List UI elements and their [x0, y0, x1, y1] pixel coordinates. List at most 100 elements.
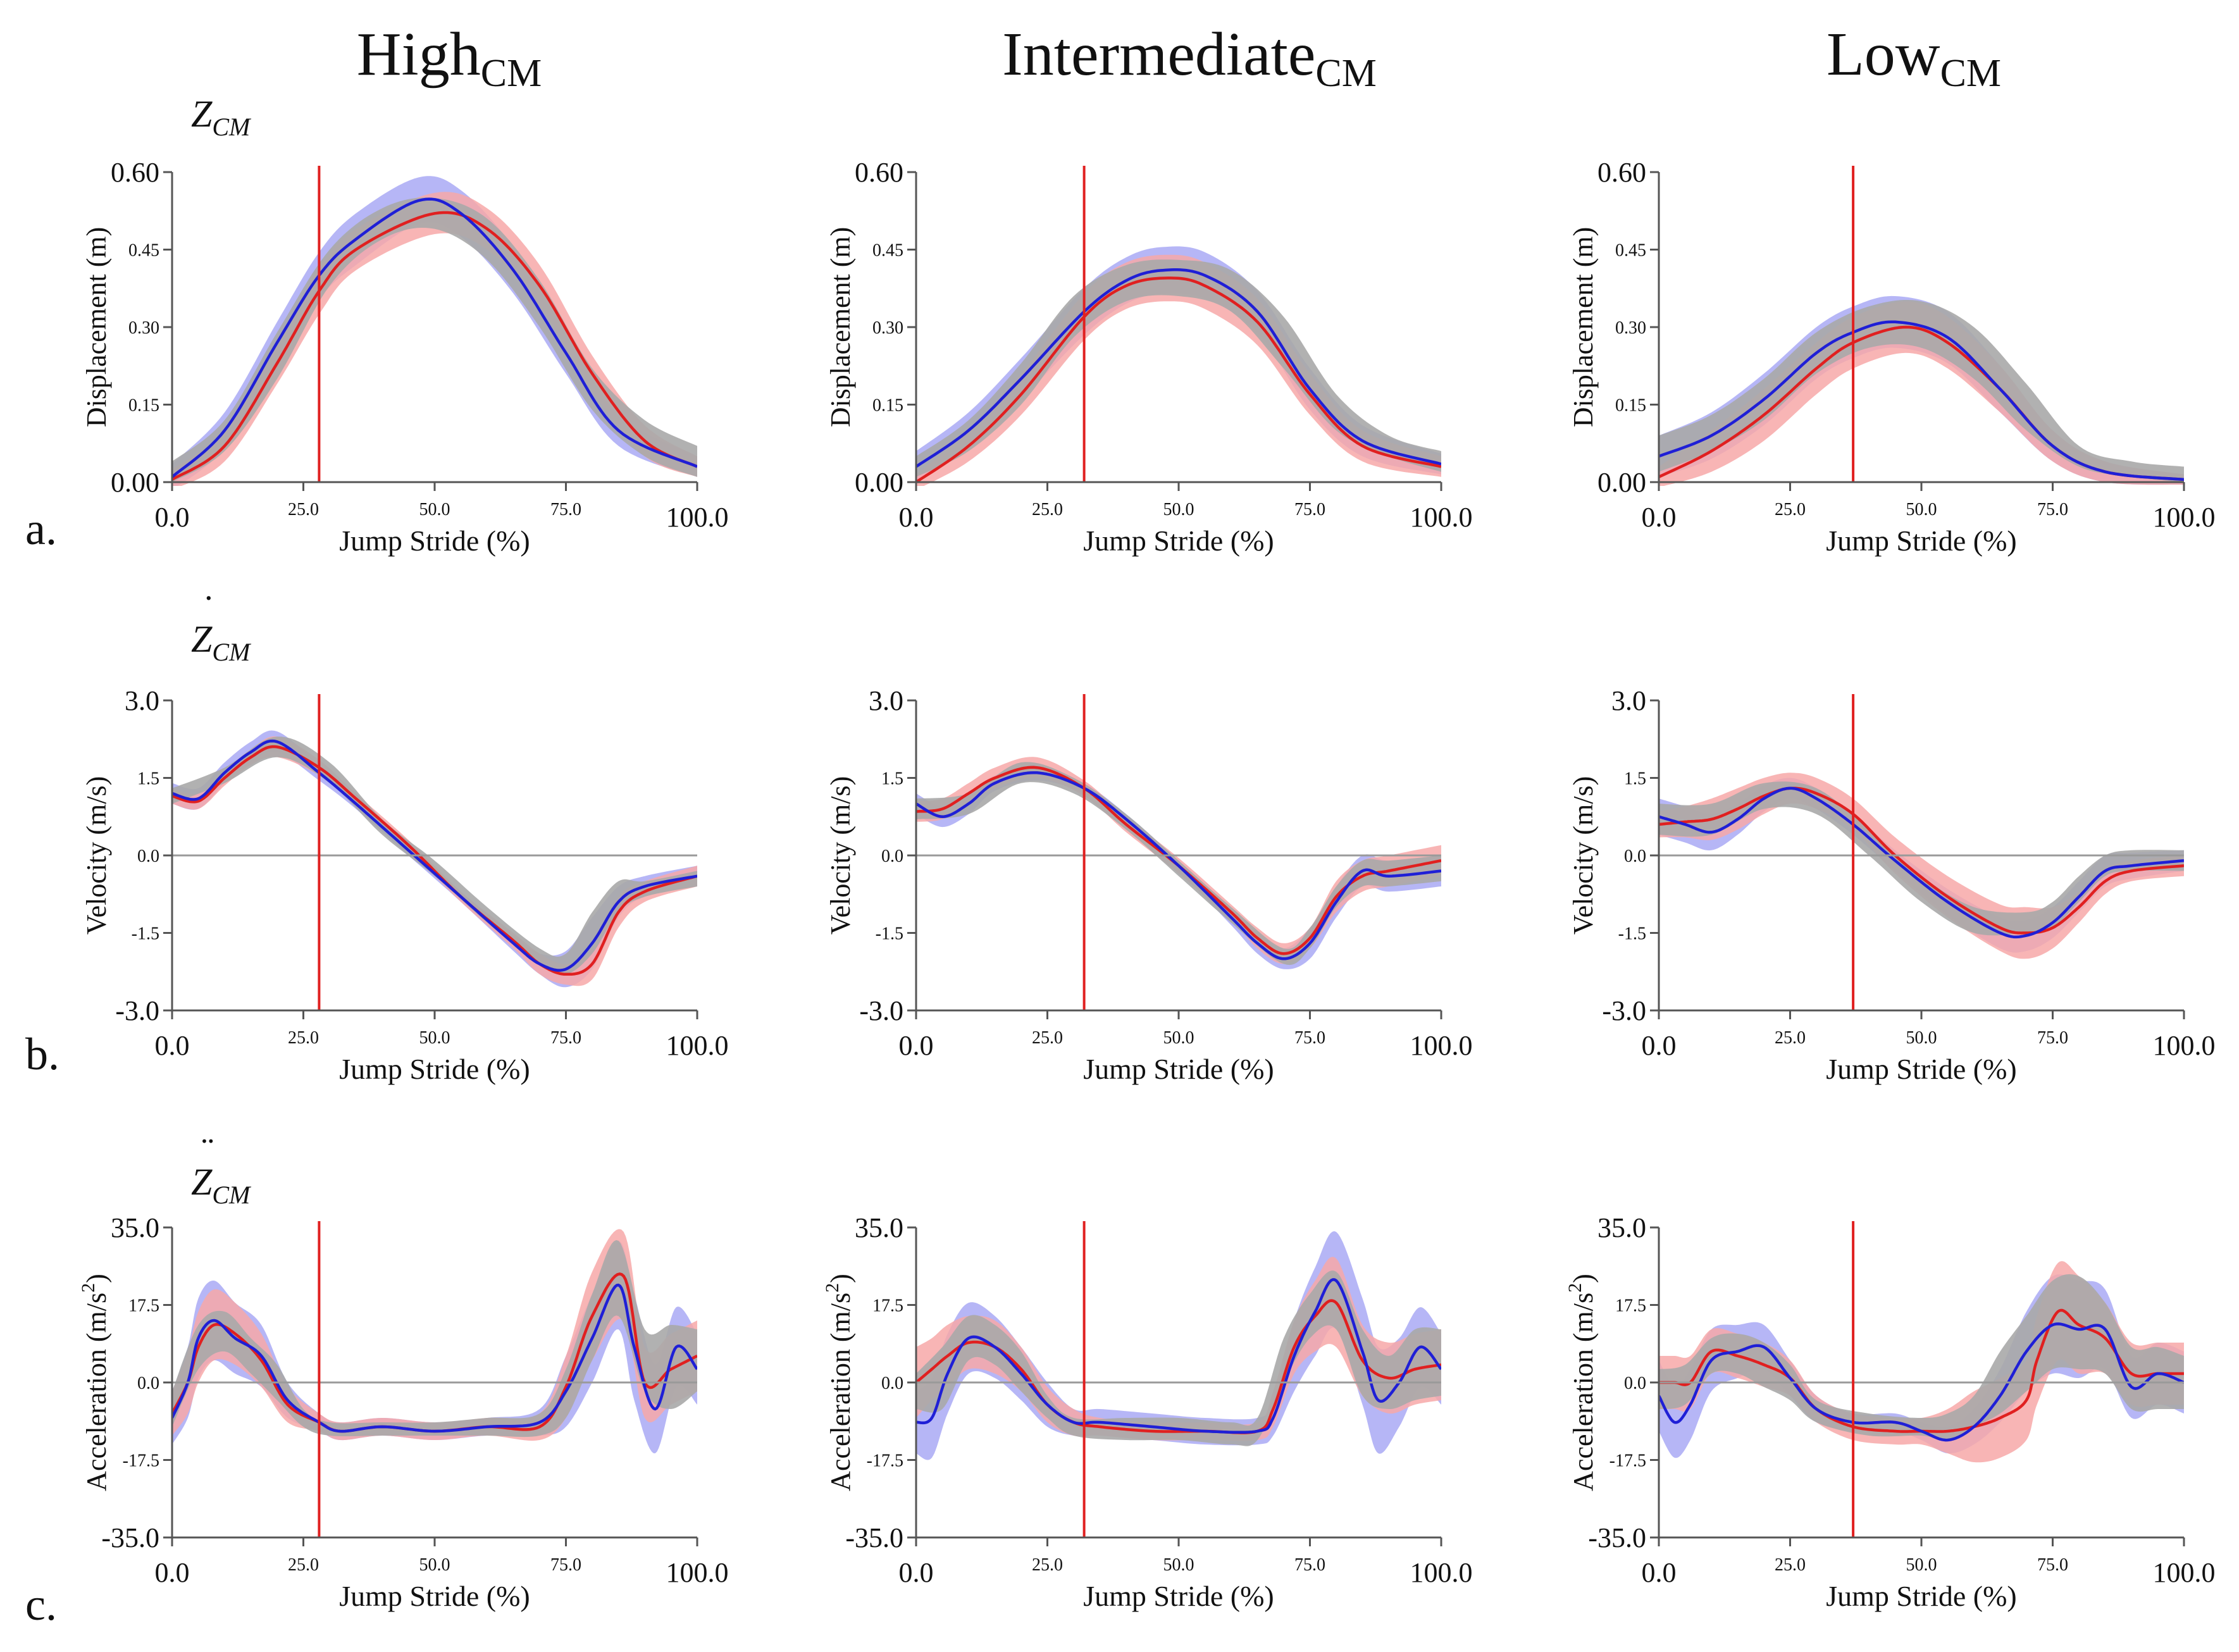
overlap-band — [172, 1240, 697, 1438]
x-axis-label: Jump Stride (%) — [1083, 1053, 1274, 1085]
blue-series-line — [916, 771, 1441, 960]
panel-label-a: a. — [25, 504, 57, 554]
red-series-line — [916, 1299, 1441, 1434]
y-tick-label: 1.5 — [881, 769, 903, 789]
y-axis-label-text: Displacement (m) — [825, 227, 856, 427]
y-axis-label-text: Velocity (m/s) — [81, 776, 112, 935]
y-tick-label: 0.15 — [872, 396, 903, 416]
y-tick-label: 0.0 — [137, 1374, 159, 1393]
y-axis-label-close: ) — [1568, 1274, 1599, 1283]
y-tick-label: 0.15 — [128, 396, 159, 416]
red-series-band — [916, 254, 1441, 486]
plot-area — [172, 1229, 697, 1453]
y-tick-label: 17.5 — [128, 1296, 159, 1316]
y-tick-label: 35.0 — [855, 1212, 903, 1243]
x-tick-label: 0.0 — [155, 502, 190, 533]
x-axis-label: Jump Stride (%) — [339, 525, 530, 557]
y-tick-label: -17.5 — [867, 1451, 903, 1471]
x-tick-label: 100.0 — [666, 1030, 729, 1061]
y-tick-label: 0.60 — [1597, 157, 1646, 188]
y-tick-label: 0.0 — [881, 847, 903, 866]
panel-label-b: b. — [25, 1029, 59, 1079]
x-tick-label: 0.0 — [1642, 502, 1677, 533]
x-tick-label: 50.0 — [1163, 1028, 1194, 1048]
x-tick-label: 25.0 — [288, 1555, 319, 1575]
blue-series-line — [172, 739, 697, 972]
x-tick-label: 0.0 — [899, 1557, 934, 1588]
plot-area — [1659, 773, 2184, 959]
red-series-band — [916, 757, 1441, 964]
overlap-band — [1659, 1274, 2184, 1441]
row-symbol-acceleration: ZCM — [191, 1161, 252, 1209]
x-tick-label: 50.0 — [419, 1555, 450, 1575]
y-tick-label: 35.0 — [1597, 1212, 1646, 1243]
y-tick-label: 0.0 — [881, 1374, 903, 1393]
chart-panel-b-high: -3.0 -1.5 0.0 1.5 3.0 0.0 25.0 50.0 75.0 100.0 Jum… — [81, 685, 729, 1085]
x-tick-label: 75.0 — [2037, 1028, 2068, 1048]
x-axis-label: Jump Stride (%) — [1826, 1580, 2017, 1612]
y-tick-label: 0.00 — [111, 467, 159, 498]
column-title-high: HighCM — [357, 20, 542, 95]
row-symbol-acceleration-dots: ¨ — [199, 1131, 213, 1172]
y-axis-label-superscript: 2 — [822, 1283, 843, 1293]
y-tick-label: 0.0 — [1624, 847, 1646, 866]
row-symbol-displacement: ZCM — [191, 93, 252, 141]
x-tick-label: 50.0 — [1906, 1555, 1937, 1575]
x-tick-label: 0.0 — [899, 1030, 934, 1061]
x-axis-label: Jump Stride (%) — [1083, 525, 1274, 557]
red-series-line — [172, 745, 697, 976]
x-axis-label: Jump Stride (%) — [339, 1580, 530, 1612]
chart-panel-c-intermediate: -35.0 -17.5 0.0 17.5 35.0 0.0 25.0 50.0 75.0 100.… — [822, 1212, 1473, 1612]
x-tick-label: 50.0 — [1163, 500, 1194, 519]
y-tick-label: 0.15 — [1615, 396, 1646, 416]
y-tick-label: -1.5 — [876, 924, 903, 944]
x-tick-label: 25.0 — [1032, 500, 1063, 519]
red-series-band — [172, 192, 697, 486]
y-axis-label: Displacement (m) — [81, 227, 112, 427]
chart-panel-c-high: -35.0 -17.5 0.0 17.5 35.0 0.0 25.0 50.0 75.0 100.… — [78, 1212, 729, 1612]
y-tick-label: 17.5 — [1615, 1296, 1646, 1316]
y-tick-label: -35.0 — [1588, 1522, 1646, 1553]
x-tick-label: 100.0 — [2153, 502, 2216, 533]
y-tick-label: -3.0 — [115, 995, 159, 1026]
y-tick-label: -3.0 — [859, 995, 903, 1026]
x-tick-label: 25.0 — [1775, 1028, 1806, 1048]
y-axis-label: Displacement (m) — [1568, 227, 1599, 427]
red-series-line — [1659, 1308, 2184, 1433]
blue-series-line — [1659, 1322, 2184, 1442]
plot-area — [1659, 295, 2184, 486]
y-axis-label-text: Acceleration (m/s — [825, 1293, 856, 1491]
x-tick-label: 75.0 — [2037, 1555, 2068, 1575]
plot-area — [916, 757, 1441, 969]
plot-area — [172, 730, 697, 988]
y-tick-label: 0.60 — [111, 157, 159, 188]
y-axis-label-text: Acceleration (m/s — [1568, 1293, 1599, 1491]
y-axis-label-text: Velocity (m/s) — [1568, 776, 1599, 935]
y-tick-label: -17.5 — [123, 1451, 159, 1471]
y-axis-label-text: Displacement (m) — [81, 227, 112, 427]
x-tick-label: 100.0 — [1410, 502, 1473, 533]
y-axis-label-superscript: 2 — [78, 1283, 99, 1293]
y-tick-label: 3.0 — [1611, 685, 1646, 716]
chart-panel-b-intermediate: -3.0 -1.5 0.0 1.5 3.0 0.0 25.0 50.0 75.0 100.0 Jum… — [825, 685, 1473, 1085]
y-axis-label-superscript: 2 — [1565, 1283, 1585, 1293]
y-tick-label: 0.45 — [1615, 241, 1646, 261]
y-axis-label-close: ) — [825, 1274, 856, 1283]
y-tick-label: -35.0 — [101, 1522, 159, 1553]
y-tick-label: -1.5 — [132, 924, 159, 944]
row-symbol-velocity: ZCM — [191, 618, 252, 666]
x-tick-label: 100.0 — [2153, 1557, 2216, 1588]
x-tick-label: 25.0 — [288, 500, 319, 519]
chart-panel-a-low: 0.00 0.15 0.30 0.45 0.60 0.0 25.0 50.0 75.0 100.0… — [1568, 157, 2216, 557]
blue-series-line — [916, 268, 1441, 468]
overlap-band — [1659, 300, 2184, 482]
chart-panel-a-high: 0.00 0.15 0.30 0.45 0.60 0.0 25.0 50.0 75.0 100.0… — [81, 157, 729, 557]
x-tick-label: 0.0 — [899, 502, 934, 533]
x-tick-label: 100.0 — [1410, 1030, 1473, 1061]
blue-series-line — [1659, 786, 2184, 939]
overlap-band — [916, 1270, 1441, 1446]
x-tick-label: 50.0 — [1906, 500, 1937, 519]
blue-series-band — [172, 730, 697, 988]
y-tick-label: 1.5 — [137, 769, 159, 789]
